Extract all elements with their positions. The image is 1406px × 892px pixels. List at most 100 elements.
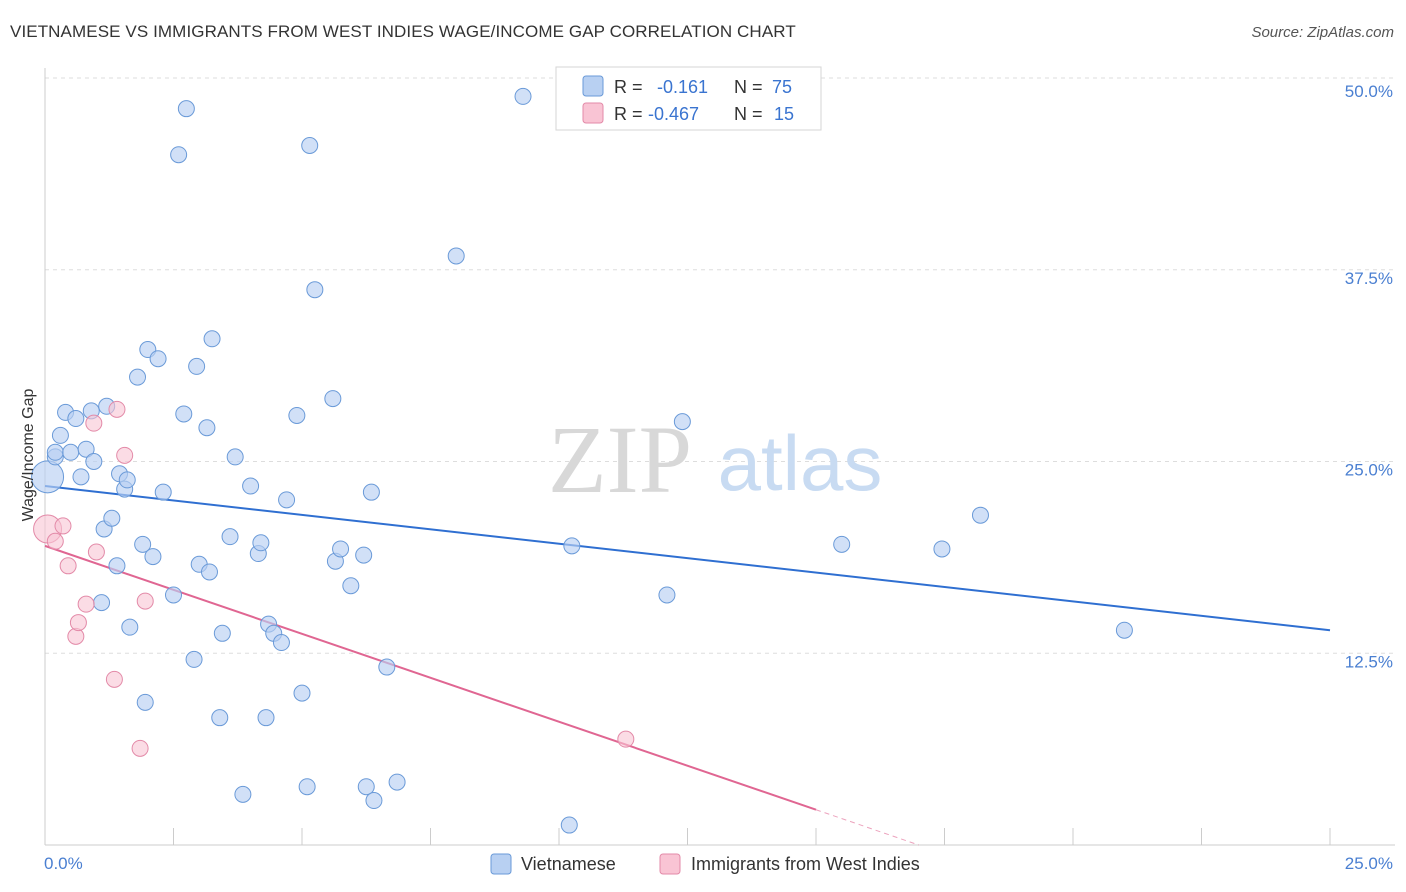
- point-vietnamese-37: [211, 709, 229, 727]
- point-vietnamese-52: [298, 778, 316, 796]
- source-label: Source: ZipAtlas.com: [1251, 24, 1394, 41]
- point-west-indies-12: [131, 739, 149, 757]
- point-vietnamese-18: [118, 471, 136, 489]
- trend-line-west-indies: [44, 544, 817, 811]
- legend-swatch-vietnamese: [582, 75, 604, 97]
- point-vietnamese-29: [175, 405, 193, 423]
- point-vietnamese-40: [226, 448, 244, 466]
- point-vietnamese-3: [51, 426, 69, 444]
- point-vietnamese-67: [560, 816, 578, 834]
- point-vietnamese-73: [971, 506, 989, 524]
- correlation-legend: R = -0.161 N = 75 R = -0.467 N = 15: [555, 66, 822, 131]
- point-vietnamese-64: [388, 773, 406, 791]
- axes: [44, 68, 1395, 846]
- series-legend: Vietnamese Immigrants from West Indies: [490, 853, 920, 875]
- legend-r-value-2: -0.467: [648, 104, 699, 124]
- legend-n-label-1: N =: [734, 77, 763, 97]
- point-vietnamese-2: [46, 443, 64, 461]
- point-west-indies-3: [59, 557, 77, 575]
- point-west-indies-13: [136, 592, 154, 610]
- watermark: ZIP atlas: [548, 406, 882, 513]
- point-vietnamese-74: [1115, 621, 1133, 639]
- y-axis-title: Wage/Income Gap: [20, 389, 37, 522]
- point-vietnamese-50: [288, 406, 306, 424]
- point-vietnamese-58: [342, 577, 360, 595]
- point-vietnamese-6: [67, 410, 85, 428]
- point-west-indies-4: [67, 627, 85, 645]
- point-west-indies-9: [105, 670, 123, 688]
- point-vietnamese-44: [252, 534, 270, 552]
- point-vietnamese-15: [108, 557, 126, 575]
- point-vietnamese-32: [188, 357, 206, 375]
- point-vietnamese-49: [278, 491, 296, 509]
- chart-title: VIETNAMESE VS IMMIGRANTS FROM WEST INDIE…: [10, 22, 796, 41]
- point-vietnamese-11: [93, 594, 111, 612]
- point-vietnamese-42: [242, 477, 260, 495]
- point-vietnamese-14: [103, 509, 121, 527]
- legend-r-value-1: -0.161: [657, 77, 708, 97]
- point-vietnamese-36: [203, 330, 221, 348]
- bottom-legend-west-indies: Immigrants from West Indies: [691, 854, 920, 874]
- point-vietnamese-55: [324, 390, 342, 408]
- point-vietnamese-28: [170, 146, 188, 164]
- point-vietnamese-20: [129, 368, 147, 386]
- point-vietnamese-70: [673, 413, 691, 431]
- watermark-zip: ZIP: [548, 406, 692, 513]
- point-vietnamese-30: [177, 100, 195, 118]
- point-vietnamese-57: [332, 540, 350, 558]
- legend-r-label-2: R =: [614, 104, 643, 124]
- point-west-indies-14: [617, 730, 635, 748]
- point-west-indies-2: [54, 517, 72, 535]
- point-vietnamese-60: [357, 778, 375, 796]
- bottom-legend-swatch-vietnamese: [490, 853, 512, 875]
- point-vietnamese-8: [77, 440, 95, 458]
- point-vietnamese-53: [301, 136, 319, 154]
- point-vietnamese-35: [200, 563, 218, 581]
- x-tick-label-1: 25.0%: [1345, 854, 1393, 873]
- point-vietnamese-72: [933, 540, 951, 558]
- point-vietnamese-38: [213, 624, 231, 642]
- x-tick-labels: 0.0% 25.0%: [44, 854, 1393, 873]
- point-vietnamese-63: [378, 658, 396, 676]
- point-west-indies-11: [116, 446, 134, 464]
- legend-n-value-1: 75: [772, 77, 792, 97]
- point-west-indies-7: [85, 414, 103, 432]
- point-vietnamese-45: [257, 709, 275, 727]
- point-vietnamese-48: [272, 634, 290, 652]
- point-vietnamese-21: [134, 535, 152, 553]
- y-tick-labels: 12.5% 25.0% 37.5% 50.0%: [1345, 82, 1393, 671]
- watermark-atlas: atlas: [718, 419, 883, 507]
- point-vietnamese-62: [365, 792, 383, 810]
- point-vietnamese-27: [165, 586, 182, 604]
- point-vietnamese-24: [144, 548, 162, 566]
- point-vietnamese-59: [355, 546, 373, 564]
- point-vietnamese-69: [658, 586, 676, 604]
- bottom-legend-vietnamese: Vietnamese: [521, 854, 616, 874]
- point-west-indies-10: [108, 400, 126, 418]
- y-tick-label-1: 25.0%: [1345, 461, 1393, 480]
- point-vietnamese-54: [306, 281, 324, 299]
- point-vietnamese-71: [833, 535, 851, 553]
- gridlines: [45, 77, 1395, 654]
- point-vietnamese-5: [62, 443, 80, 461]
- point-west-indies-5: [69, 614, 87, 632]
- point-vietnamese-68: [563, 537, 581, 555]
- point-vietnamese-65: [447, 247, 465, 265]
- point-west-indies-8: [87, 543, 105, 561]
- point-vietnamese-31: [185, 650, 203, 668]
- point-vietnamese-61: [362, 483, 380, 501]
- point-vietnamese-26: [154, 483, 172, 501]
- point-vietnamese-51: [293, 684, 311, 702]
- y-tick-label-0: 12.5%: [1345, 652, 1393, 671]
- point-vietnamese-39: [221, 528, 239, 546]
- point-vietnamese-22: [136, 693, 154, 711]
- bottom-legend-swatch-west-indies: [659, 853, 681, 875]
- point-vietnamese-0: [31, 460, 65, 494]
- point-vietnamese-41: [234, 785, 252, 803]
- point-vietnamese-66: [514, 87, 532, 105]
- y-tick-label-3: 50.0%: [1345, 82, 1393, 101]
- legend-r-label-1: R =: [614, 77, 643, 97]
- legend-swatch-west-indies: [582, 102, 604, 124]
- trend-line-vietnamese: [44, 485, 1331, 632]
